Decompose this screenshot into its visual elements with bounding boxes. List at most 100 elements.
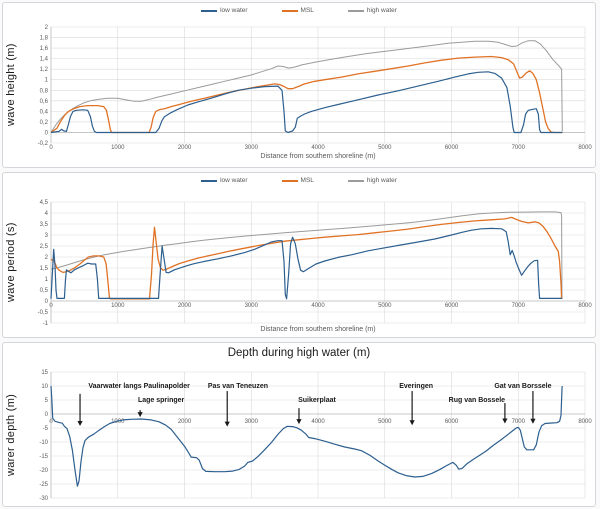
msl-line-swatch <box>281 179 298 182</box>
y-tick-label: -10 <box>39 440 48 446</box>
x-tick-label: 7000 <box>512 145 526 151</box>
x-tick-label: 4000 <box>311 303 325 309</box>
x-tick-label: 1000 <box>111 145 125 151</box>
y-tick-label: -0,2 <box>38 141 49 147</box>
y-tick-label: 0,5 <box>40 288 49 294</box>
high-water-line-swatch <box>347 179 364 182</box>
y-tick-label: -1 <box>43 321 49 327</box>
y-tick-label: 2 <box>45 25 49 31</box>
y-tick-label: 0,2 <box>40 120 49 126</box>
x-tick-label: 3000 <box>245 419 259 425</box>
annotation-arrow-head <box>502 418 508 424</box>
y-tick-label: 3 <box>45 233 49 239</box>
series-low-water <box>50 71 563 134</box>
y-tick-label: -25 <box>39 482 48 488</box>
y-axis-title: warer depth (m) <box>5 393 17 477</box>
y-tick-label: 5 <box>45 398 49 404</box>
legend-label: low water <box>220 7 248 14</box>
annotation-label: Everingen <box>399 383 433 390</box>
wave-height-plot: 21,81,61,41,210,80,60,40,20-0,20 1000 2000… <box>38 25 593 160</box>
x-tick-label: 8000 <box>578 303 592 309</box>
legend-item-high-water: high water <box>347 177 397 184</box>
y-tick-label: -0,5 <box>38 310 49 316</box>
series-MSL <box>50 216 563 300</box>
x-tick-label: 6000 <box>445 145 459 151</box>
x-tick-label: 3000 <box>245 303 259 309</box>
chart-title: Depth during high water (m) <box>227 347 371 359</box>
wave-period-plot: 4,543,532,521,510,50-0,5-101000200030004… <box>38 200 593 333</box>
y-axis-title: wave period (s) <box>5 222 17 303</box>
y-axis-title: wave height (m) <box>5 43 17 127</box>
msl-line-swatch <box>281 9 298 12</box>
legend-label: MSL <box>300 177 314 184</box>
y-tick-label: 2 <box>45 255 49 261</box>
wave-height-chart-panel: low water MSL high water wave height (m)… <box>2 2 596 168</box>
y-tick-label: -5 <box>43 426 49 432</box>
annotation-arrow-head <box>137 412 143 418</box>
x-tick-label: 5000 <box>378 145 392 151</box>
x-tick-label: 3000 <box>245 145 259 151</box>
depth-chart-panel: Depth during high water (m) warer depth … <box>2 342 596 507</box>
wave-height-legend: low water MSL high water <box>3 7 595 14</box>
legend-item-low-water: low water <box>201 7 248 14</box>
legend-label: MSL <box>300 7 314 14</box>
legend-item-high-water: high water <box>347 7 397 14</box>
annotation-arrow-head <box>296 419 302 425</box>
y-tick-label: -15 <box>39 454 48 460</box>
y-tick-label: 0,8 <box>40 88 49 94</box>
annotation-label: Lage springer <box>138 397 185 404</box>
y-tick-label: 0,6 <box>40 99 49 105</box>
wave-period-chart-panel: low water MSL high water wave period (s)… <box>2 172 596 338</box>
y-tick-label: 1,5 <box>40 266 49 272</box>
y-tick-label: 4 <box>45 211 49 217</box>
series-MSL <box>50 55 563 134</box>
y-tick-label: 0,4 <box>40 109 49 115</box>
y-tick-label: 2,5 <box>40 244 49 250</box>
x-tick-label: 4000 <box>311 145 325 151</box>
x-axis-title: Distance from southern shoreline (m) <box>260 153 375 160</box>
y-tick-label: 1,6 <box>40 46 49 52</box>
x-tick-label: 0 <box>49 145 53 151</box>
y-tick-label: 15 <box>41 370 48 376</box>
y-tick-label: -20 <box>39 468 48 474</box>
y-tick-label: 0 <box>45 412 49 418</box>
x-axis-title: Distance from southern shoreline (m) <box>260 326 375 333</box>
x-tick-label: 2000 <box>178 303 192 309</box>
annotation-arrow-head <box>409 420 415 426</box>
depth-plot: 151050-5-10-15-20-25-3001000200030004000… <box>39 370 592 502</box>
x-tick-label: 1000 <box>111 303 125 309</box>
x-tick-label: 1000 <box>111 419 125 425</box>
x-tick-label: 7000 <box>512 419 526 425</box>
legend-item-low-water: low water <box>201 177 248 184</box>
wave-period-legend: low water MSL high water <box>3 177 595 184</box>
legend-label: high water <box>366 7 397 14</box>
y-tick-label: 10 <box>41 384 48 390</box>
series-low-water <box>50 227 563 300</box>
series-high-water <box>50 211 563 298</box>
annotation-arrow-head <box>224 421 230 427</box>
x-tick-label: 8000 <box>578 419 592 425</box>
legend-item-msl: MSL <box>281 7 314 14</box>
low-water-line-swatch <box>201 9 218 12</box>
annotation-label: Suikerplaat <box>298 397 336 404</box>
y-tick-label: 1,4 <box>40 57 49 63</box>
series-high-water <box>50 40 563 133</box>
annotation-label: Gat van Borssele <box>494 383 551 390</box>
low-water-line-swatch <box>201 179 218 182</box>
legend-item-msl: MSL <box>281 177 314 184</box>
legend-label: high water <box>366 177 397 184</box>
x-tick-label: 8000 <box>578 145 592 151</box>
x-tick-label: 2000 <box>178 419 192 425</box>
legend-label: low water <box>220 177 248 184</box>
x-tick-label: 7000 <box>512 303 526 309</box>
y-tick-label: 1 <box>45 277 49 283</box>
y-tick-label: 1,2 <box>40 67 49 73</box>
annotation-arrow-head <box>530 418 536 424</box>
annotation-label: Rug van Bossele <box>449 397 506 404</box>
y-tick-label: 4,5 <box>40 200 49 206</box>
y-tick-label: 1 <box>45 78 49 84</box>
x-tick-label: 2000 <box>178 145 192 151</box>
high-water-line-swatch <box>347 9 364 12</box>
annotation-label: Vaarwater langs Paulinapolder <box>88 383 190 390</box>
y-tick-label: -30 <box>39 496 48 502</box>
